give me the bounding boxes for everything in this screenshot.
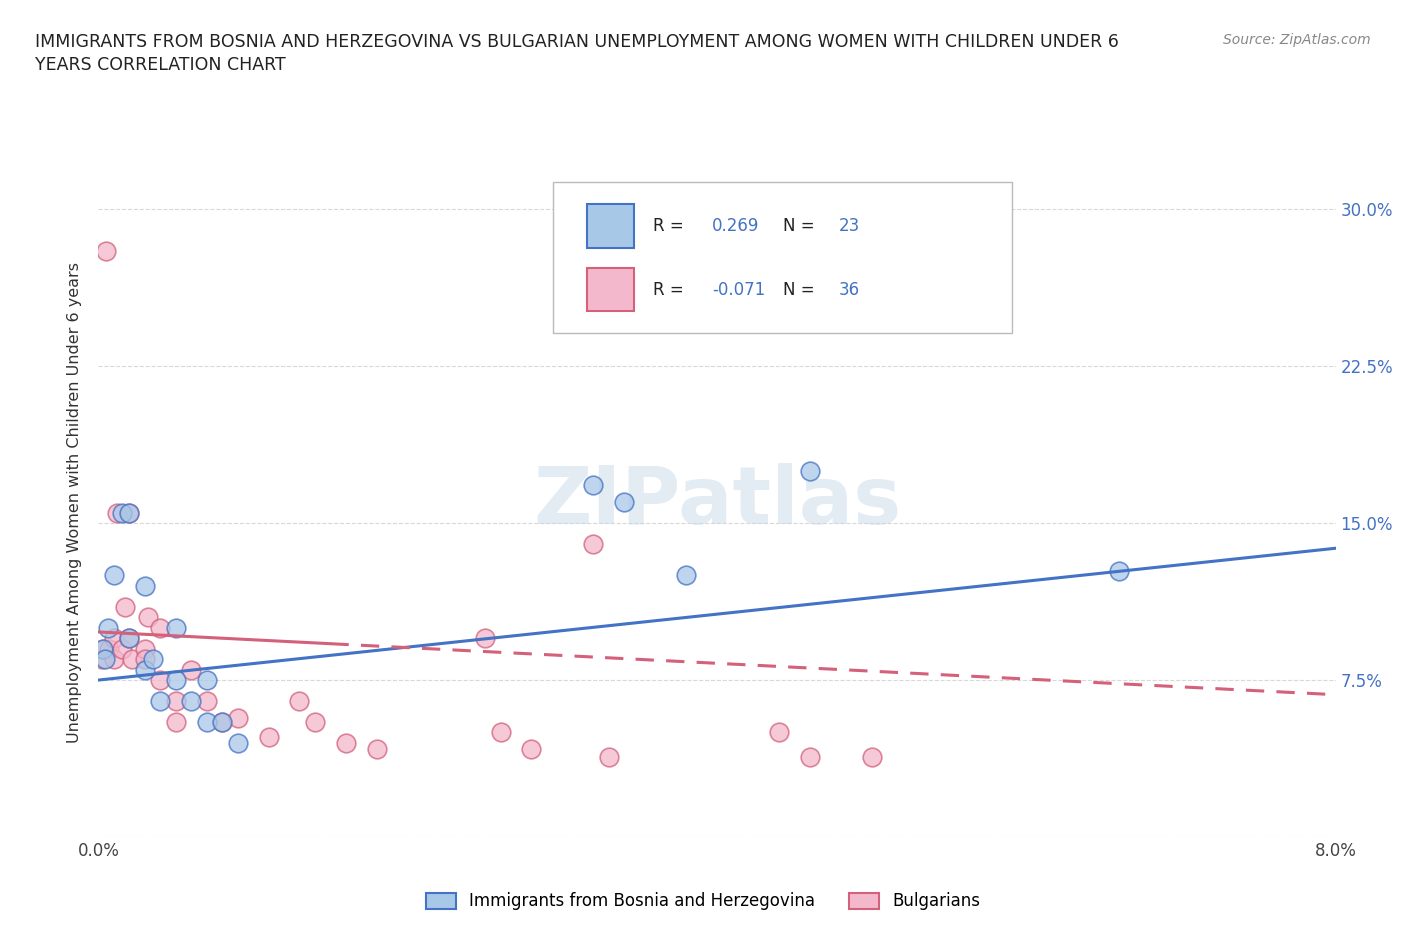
Point: [118, 505, 141, 520]
Text: N =: N =: [783, 281, 820, 299]
Point: [90, 652, 112, 667]
Point: [226, 711, 249, 725]
Point: [165, 714, 187, 729]
Point: [520, 742, 543, 757]
Point: [211, 714, 233, 729]
Point: [489, 725, 512, 740]
Point: [211, 714, 233, 729]
Point: [149, 694, 172, 709]
Text: ZIPatlas: ZIPatlas: [533, 463, 901, 541]
Text: R =: R =: [652, 281, 689, 299]
Point: [366, 742, 388, 757]
Text: R =: R =: [652, 217, 689, 235]
Point: [91, 642, 114, 657]
Point: [149, 672, 172, 687]
Point: [118, 631, 141, 645]
Point: [335, 736, 357, 751]
Point: [97, 620, 120, 635]
Point: [165, 672, 187, 687]
Point: [799, 463, 821, 478]
Point: [1108, 564, 1130, 578]
Point: [134, 642, 156, 657]
Point: [121, 652, 143, 667]
Point: [799, 750, 821, 764]
Point: [136, 610, 159, 625]
Point: [675, 568, 697, 583]
Point: [111, 505, 134, 520]
Point: [195, 694, 218, 709]
Point: [288, 694, 311, 709]
FancyBboxPatch shape: [553, 182, 1011, 334]
Point: [98, 642, 121, 657]
Point: [103, 652, 125, 667]
Text: IMMIGRANTS FROM BOSNIA AND HERZEGOVINA VS BULGARIAN UNEMPLOYMENT AMONG WOMEN WIT: IMMIGRANTS FROM BOSNIA AND HERZEGOVINA V…: [35, 33, 1119, 74]
Point: [582, 537, 605, 551]
Point: [142, 652, 165, 667]
Point: [105, 505, 128, 520]
Point: [180, 694, 202, 709]
Point: [195, 672, 218, 687]
Point: [149, 620, 172, 635]
Point: [118, 631, 141, 645]
FancyBboxPatch shape: [588, 205, 634, 247]
Text: 36: 36: [838, 281, 859, 299]
Point: [114, 600, 136, 615]
Point: [582, 478, 605, 493]
Point: [134, 578, 156, 593]
Point: [96, 244, 118, 259]
Point: [195, 714, 218, 729]
Point: [474, 631, 496, 645]
Text: -0.071: -0.071: [711, 281, 765, 299]
FancyBboxPatch shape: [588, 268, 634, 312]
Text: Source: ZipAtlas.com: Source: ZipAtlas.com: [1223, 33, 1371, 46]
Text: N =: N =: [783, 217, 820, 235]
Y-axis label: Unemployment Among Women with Children Under 6 years: Unemployment Among Women with Children U…: [67, 261, 83, 743]
Point: [91, 642, 114, 657]
Point: [613, 495, 636, 510]
Point: [860, 750, 883, 764]
Point: [768, 725, 790, 740]
Legend: Immigrants from Bosnia and Herzegovina, Bulgarians: Immigrants from Bosnia and Herzegovina, …: [419, 885, 987, 917]
Point: [134, 662, 156, 677]
Point: [226, 736, 249, 751]
Point: [598, 750, 620, 764]
Point: [165, 694, 187, 709]
Point: [304, 714, 326, 729]
Point: [134, 652, 156, 667]
Point: [165, 620, 187, 635]
Text: 0.269: 0.269: [711, 217, 759, 235]
Point: [93, 652, 115, 667]
Point: [103, 568, 125, 583]
Point: [103, 631, 125, 645]
Text: 23: 23: [838, 217, 859, 235]
Point: [118, 505, 141, 520]
Point: [111, 642, 134, 657]
Point: [257, 729, 280, 744]
Point: [180, 662, 202, 677]
